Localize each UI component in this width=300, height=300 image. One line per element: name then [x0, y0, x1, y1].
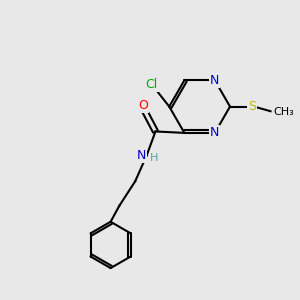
- Text: CH₃: CH₃: [273, 107, 294, 117]
- Text: N: N: [137, 149, 146, 162]
- Text: O: O: [138, 99, 148, 112]
- Text: Cl: Cl: [146, 77, 158, 91]
- Text: N: N: [210, 74, 220, 87]
- Text: H: H: [150, 152, 158, 163]
- Text: S: S: [248, 100, 256, 113]
- Text: N: N: [210, 126, 220, 140]
